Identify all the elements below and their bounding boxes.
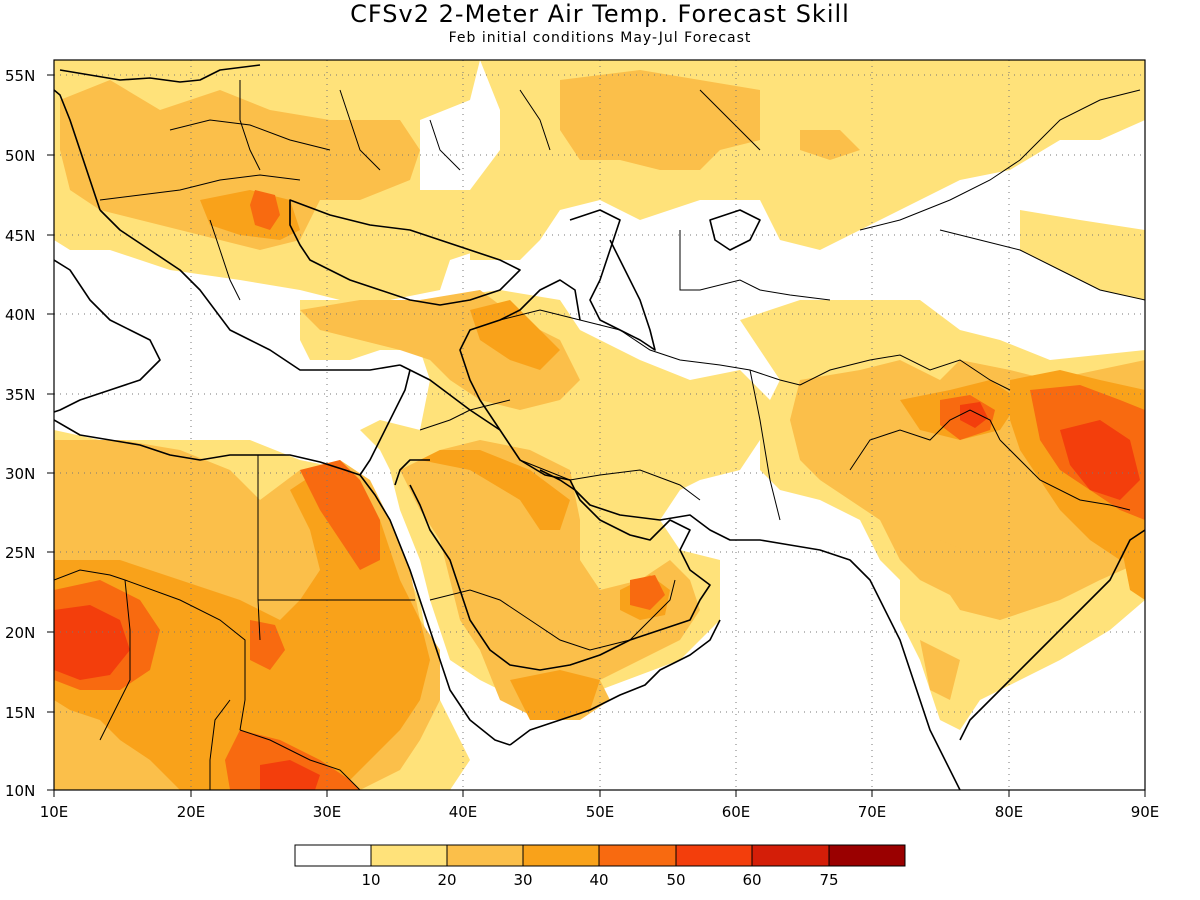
- legend-swatch-3: [522, 844, 600, 867]
- legend-swatch-2: [446, 844, 524, 867]
- lon-label-20e: 20E: [177, 803, 206, 821]
- skill-level-50-60: [54, 402, 1140, 790]
- latitude-labels: 55N 50N 45N 40N 35N 30N 25N 20N 15N 10N: [5, 67, 35, 800]
- map-subtitle: Feb initial conditions May-Jul Forecast: [448, 30, 752, 46]
- lat-label-55n: 55N: [5, 67, 35, 85]
- legend-swatch-1: [370, 844, 448, 867]
- lat-label-45n: 45N: [5, 227, 35, 245]
- legend-swatch-4: [598, 844, 677, 867]
- lat-label-30n: 30N: [5, 465, 35, 483]
- legend-label-75: 75: [819, 871, 838, 889]
- skill-shading: [54, 60, 1145, 790]
- legend-swatch-0: [294, 844, 372, 867]
- lon-label-90e: 90E: [1131, 803, 1160, 821]
- lat-label-40n: 40N: [5, 306, 35, 324]
- lat-label-10n: 10N: [5, 782, 35, 800]
- tick-marks: [47, 74, 1146, 797]
- lon-label-30e: 30E: [313, 803, 342, 821]
- color-legend: 10 20 30 40 50 60 75: [294, 844, 906, 889]
- legend-label-50: 50: [666, 871, 685, 889]
- map-title: CFSv2 2-Meter Air Temp. Forecast Skill: [350, 0, 850, 28]
- lon-label-10e: 10E: [40, 803, 69, 821]
- legend-label-40: 40: [589, 871, 608, 889]
- lon-label-80e: 80E: [995, 803, 1024, 821]
- legend-label-10: 10: [361, 871, 380, 889]
- legend-label-60: 60: [742, 871, 761, 889]
- legend-label-20: 20: [437, 871, 456, 889]
- legend-swatch-5: [675, 844, 753, 867]
- legend-label-30: 30: [513, 871, 532, 889]
- longitude-labels: 10E 20E 30E 40E 50E 60E 70E 80E 90E: [40, 803, 1160, 821]
- country-borders: [54, 80, 1145, 790]
- legend-swatch-7: [828, 844, 906, 867]
- lat-label-15n: 15N: [5, 704, 35, 722]
- lon-label-40e: 40E: [449, 803, 478, 821]
- lat-label-35n: 35N: [5, 386, 35, 404]
- legend-swatch-6: [751, 844, 830, 867]
- lon-label-60e: 60E: [722, 803, 751, 821]
- lat-label-25n: 25N: [5, 544, 35, 562]
- lon-label-70e: 70E: [858, 803, 887, 821]
- lon-label-50e: 50E: [586, 803, 615, 821]
- lat-label-50n: 50N: [5, 147, 35, 165]
- lat-label-20n: 20N: [5, 624, 35, 642]
